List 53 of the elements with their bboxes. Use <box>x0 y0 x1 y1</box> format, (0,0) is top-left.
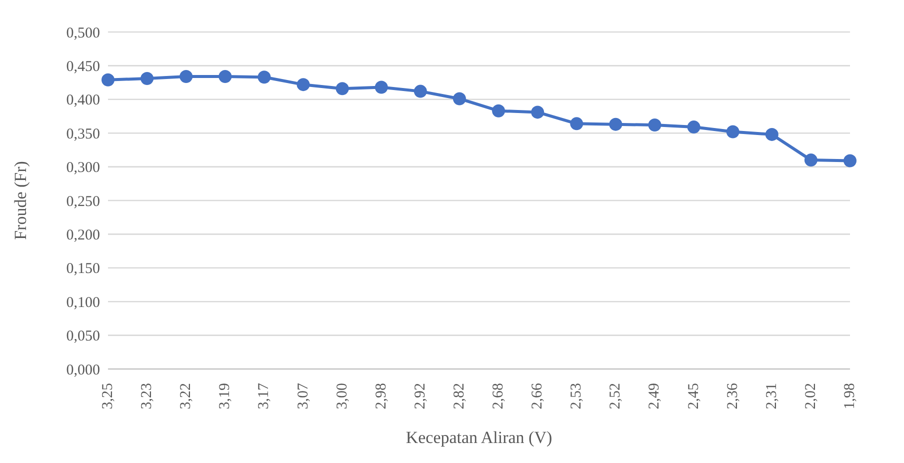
y-tick-label: 0,450 <box>66 59 100 76</box>
x-tick-label: 2,52 <box>608 383 624 410</box>
y-axis-title: Froude (Fr) <box>11 161 30 240</box>
x-tick-label: 2,68 <box>490 383 507 410</box>
x-axis-title: Kecepatan Aliran (V) <box>406 428 552 447</box>
point <box>726 125 740 138</box>
y-tick-label: 0,150 <box>66 261 100 278</box>
point <box>804 154 818 167</box>
point <box>531 106 544 119</box>
y-tick-label: 0,100 <box>66 294 100 311</box>
point <box>414 84 427 98</box>
y-tick-label: 0,500 <box>66 25 100 42</box>
point <box>765 128 778 141</box>
y-tick-label: 0,300 <box>66 160 100 176</box>
y-tick-label: 0,000 <box>66 362 100 378</box>
point <box>452 92 466 106</box>
y-tick-label: 0,050 <box>66 328 100 345</box>
point <box>102 73 114 86</box>
x-tick-label: 2,31 <box>764 383 780 410</box>
point <box>609 118 622 131</box>
x-tick-label: 2,02 <box>802 383 819 410</box>
point <box>258 70 271 84</box>
point <box>180 70 193 83</box>
x-tick-label: 2,66 <box>530 382 546 410</box>
point <box>218 70 232 83</box>
point <box>374 80 388 94</box>
x-tick-label: 2,98 <box>373 383 390 410</box>
x-tick-label: 2,49 <box>646 383 663 410</box>
x-tick-label: 2,45 <box>686 383 702 410</box>
x-tick-label: 3,19 <box>217 383 234 410</box>
point <box>687 120 700 134</box>
x-tick-label: 2,53 <box>568 383 585 410</box>
x-tick-label: 2,36 <box>724 382 741 410</box>
point <box>336 82 349 96</box>
point <box>570 117 584 130</box>
point <box>492 104 506 118</box>
x-tick-label: 3,07 <box>295 382 312 410</box>
x-tick-label: 3,17 <box>256 382 272 410</box>
point <box>296 78 310 92</box>
y-tick-label: 0,200 <box>66 228 100 244</box>
point <box>648 118 662 132</box>
y-tick-label: 0,250 <box>66 194 100 210</box>
point <box>844 154 856 168</box>
x-tick-label: 2,92 <box>412 383 428 410</box>
x-tick-label: 3,25 <box>100 383 116 410</box>
x-tick-label: 2,82 <box>451 383 468 410</box>
y-tick-label: 0,350 <box>66 126 100 142</box>
x-tick-label: 3,23 <box>139 383 156 410</box>
y-tick-label: 0,400 <box>66 92 100 109</box>
x-tick-label: 1,98 <box>842 383 858 410</box>
point <box>140 72 154 86</box>
x-tick-label: 3,22 <box>178 383 194 410</box>
x-tick-label: 3,00 <box>334 383 350 410</box>
